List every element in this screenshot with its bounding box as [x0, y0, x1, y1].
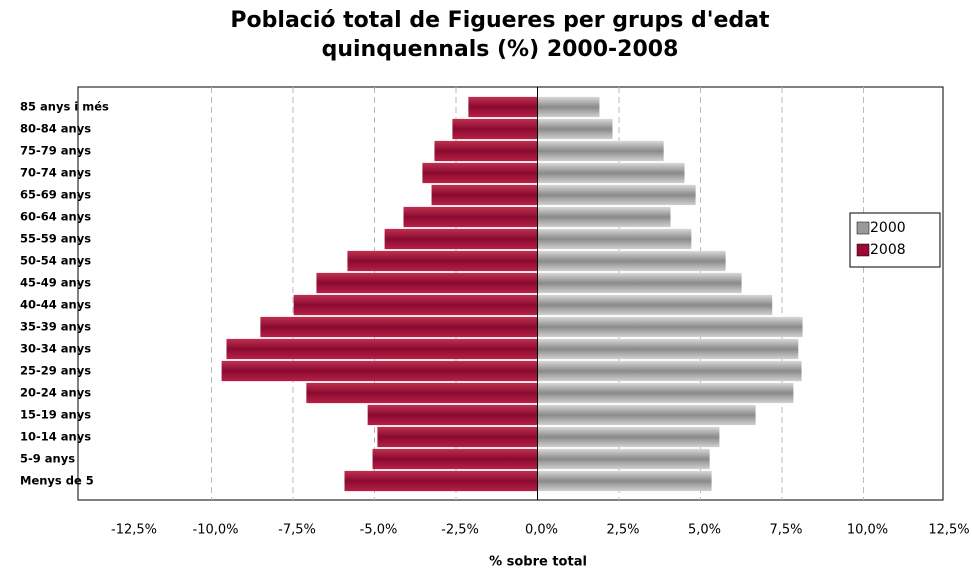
bar	[226, 338, 538, 360]
y-tick-label: 45-49 anys	[20, 276, 91, 290]
x-tick-label: 5,0%	[688, 523, 721, 538]
bar	[537, 228, 692, 250]
bar	[537, 140, 664, 162]
bar	[537, 294, 773, 316]
x-axis-label: % sobre total	[489, 555, 587, 570]
y-tick-label: 25-29 anys	[20, 364, 91, 378]
y-tick-label: 70-74 anys	[20, 166, 91, 180]
bar	[537, 426, 720, 448]
x-tick-label: 12,5%	[928, 523, 969, 538]
y-tick-label: 65-69 anys	[20, 188, 91, 202]
bar	[537, 382, 794, 404]
bar	[316, 272, 538, 294]
bar	[537, 448, 710, 470]
chart-title: quinquennals (%) 2000-2008	[322, 37, 679, 62]
y-tick-label: 15-19 anys	[20, 408, 91, 422]
y-tick-label: 80-84 anys	[20, 122, 91, 136]
bar	[221, 360, 538, 382]
bar	[537, 338, 799, 360]
legend-label: 2008	[870, 242, 906, 258]
y-tick-label: 5-9 anys	[20, 452, 75, 466]
bar	[452, 118, 538, 140]
bar	[537, 206, 671, 228]
y-tick-label: 60-64 anys	[20, 210, 91, 224]
bar	[434, 140, 538, 162]
x-tick-label: 7,5%	[769, 523, 802, 538]
x-tick-label: -10,0%	[193, 523, 239, 538]
y-tick-label: 10-14 anys	[20, 430, 91, 444]
x-tick-label: 2,5%	[606, 523, 639, 538]
x-tick-label: -2,5%	[441, 523, 479, 538]
bar	[422, 162, 538, 184]
y-tick-label: 35-39 anys	[20, 320, 91, 334]
x-tick-label: 0,0%	[525, 523, 558, 538]
bar	[347, 250, 538, 272]
y-tick-label: 75-79 anys	[20, 144, 91, 158]
bar	[537, 250, 726, 272]
x-tick-label: -12,5%	[111, 523, 157, 538]
bar	[537, 360, 802, 382]
y-tick-label: Menys de 5	[20, 474, 94, 488]
bar	[403, 206, 538, 228]
bar	[537, 272, 742, 294]
y-tick-label: 30-34 anys	[20, 342, 91, 356]
bar	[537, 118, 613, 140]
bar	[537, 184, 696, 206]
bar	[260, 316, 538, 338]
bar	[367, 404, 538, 426]
bar	[306, 382, 538, 404]
x-tick-label: 10,0%	[847, 523, 888, 538]
legend-swatch	[856, 221, 870, 235]
bar	[537, 162, 685, 184]
chart-title: Població total de Figueres per grups d'e…	[230, 8, 770, 33]
bar	[372, 448, 538, 470]
bar	[293, 294, 538, 316]
y-tick-label: 20-24 anys	[20, 386, 91, 400]
y-tick-label: 55-59 anys	[20, 232, 91, 246]
y-tick-label: 50-54 anys	[20, 254, 91, 268]
bar	[377, 426, 538, 448]
bar	[537, 404, 756, 426]
legend-swatch	[856, 243, 870, 257]
bar	[537, 316, 803, 338]
x-tick-label: -5,0%	[360, 523, 398, 538]
legend-label: 2000	[870, 220, 906, 236]
y-tick-label: 40-44 anys	[20, 298, 91, 312]
bar	[344, 470, 538, 492]
bar	[431, 184, 538, 206]
bar	[468, 96, 538, 118]
plot-frame	[77, 86, 944, 501]
x-tick-label: -7,5%	[278, 523, 316, 538]
bar	[537, 96, 600, 118]
y-tick-label: 85 anys i més	[20, 100, 109, 114]
bar	[384, 228, 538, 250]
bar	[537, 470, 712, 492]
